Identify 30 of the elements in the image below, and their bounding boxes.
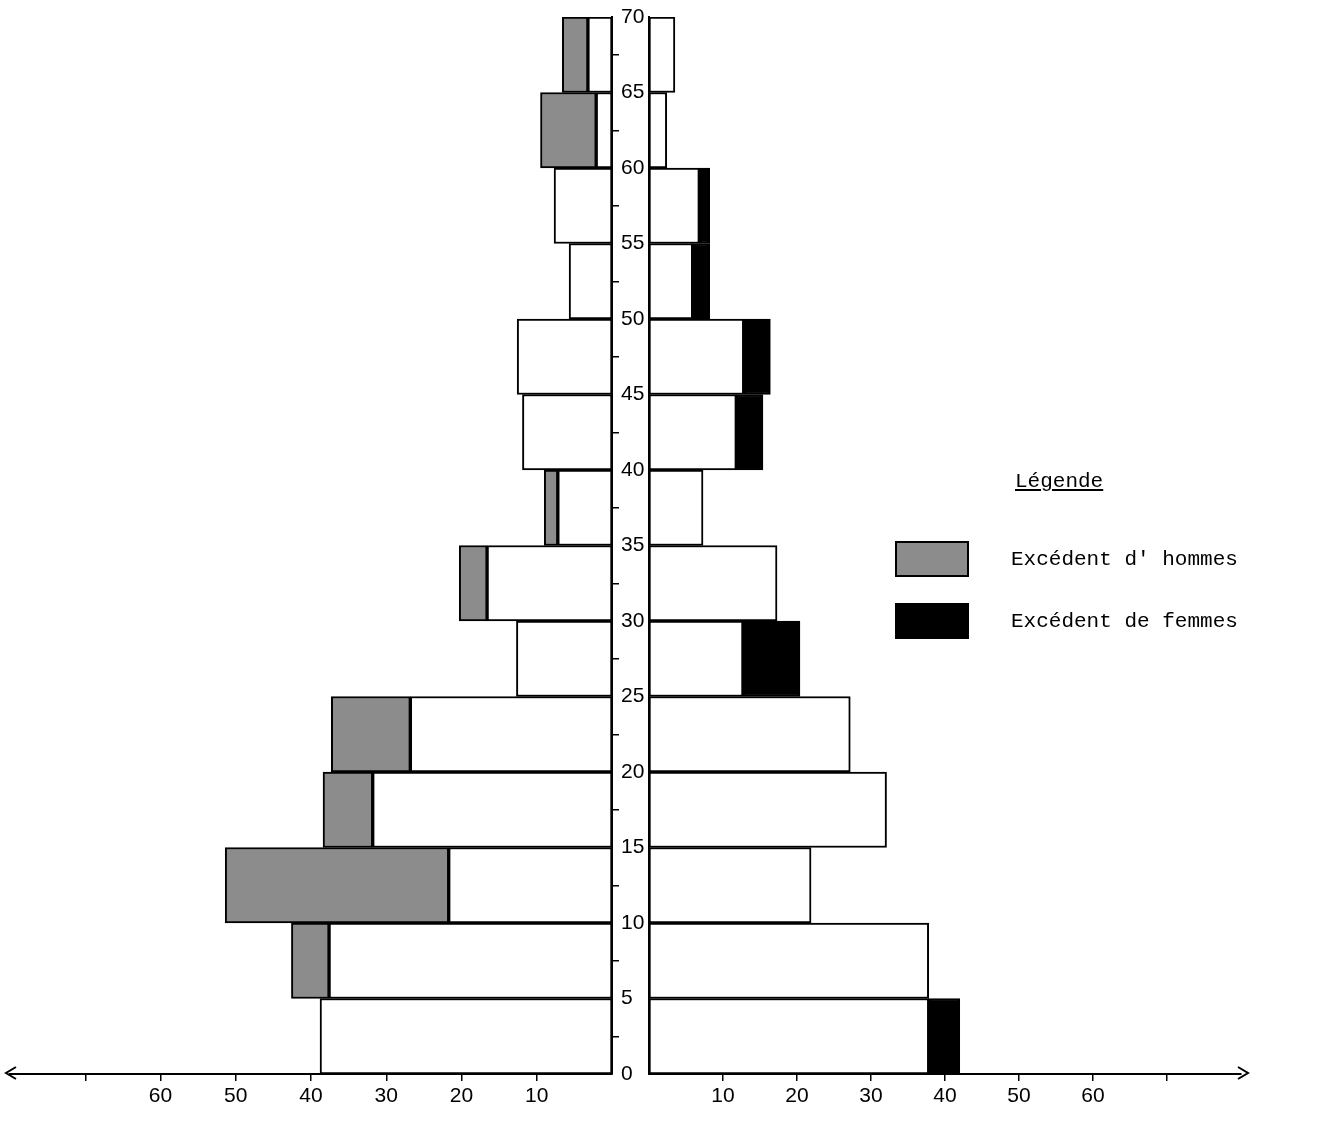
x-tick-label: 60 bbox=[1081, 1083, 1105, 1107]
x-tick-label: 50 bbox=[224, 1083, 248, 1107]
y-tick-label: 40 bbox=[621, 456, 645, 480]
y-tick-label: 25 bbox=[621, 683, 645, 707]
x-tick-label: 60 bbox=[148, 1083, 173, 1107]
y-tick-label: 30 bbox=[621, 607, 645, 631]
y-tick-label: 20 bbox=[621, 758, 645, 782]
legend-label: Excédent d' hommes bbox=[1011, 547, 1238, 571]
legend-title: Légende bbox=[1015, 470, 1104, 493]
x-tick-label: 30 bbox=[374, 1083, 398, 1107]
y-tick-label: 5 bbox=[621, 985, 633, 1009]
y-tick-label: 70 bbox=[621, 3, 645, 27]
x-tick-label: 40 bbox=[299, 1083, 323, 1107]
x-tick-label: 40 bbox=[933, 1083, 957, 1107]
y-tick-label: 35 bbox=[621, 532, 645, 556]
y-tick-label: 50 bbox=[621, 305, 645, 329]
legend-label: Excédent de femmes bbox=[1011, 609, 1238, 633]
x-tick-label: 20 bbox=[785, 1083, 809, 1107]
x-tick-label: 10 bbox=[525, 1083, 549, 1107]
x-tick-label: 50 bbox=[1007, 1083, 1031, 1107]
y-tick-label: 55 bbox=[621, 230, 645, 254]
x-tick-label: 20 bbox=[449, 1083, 474, 1107]
y-tick-label: 60 bbox=[621, 154, 645, 178]
y-tick-label: 15 bbox=[621, 834, 645, 858]
y-tick-label: 65 bbox=[621, 79, 645, 103]
x-tick-label: 10 bbox=[711, 1083, 735, 1107]
y-tick-label: 0 bbox=[621, 1060, 633, 1084]
x-tick-label: 30 bbox=[859, 1083, 883, 1107]
y-tick-label: 10 bbox=[621, 909, 645, 933]
y-tick-label: 45 bbox=[621, 381, 645, 405]
